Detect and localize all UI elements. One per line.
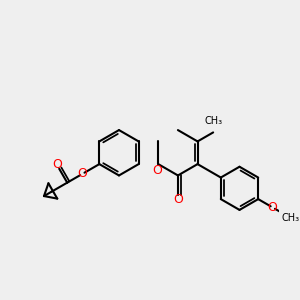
Text: O: O [78,167,88,180]
Text: O: O [173,193,183,206]
Text: O: O [52,158,62,171]
Text: CH₃: CH₃ [282,213,300,223]
Text: O: O [267,201,277,214]
Text: CH₃: CH₃ [204,116,222,126]
Text: O: O [152,164,162,177]
